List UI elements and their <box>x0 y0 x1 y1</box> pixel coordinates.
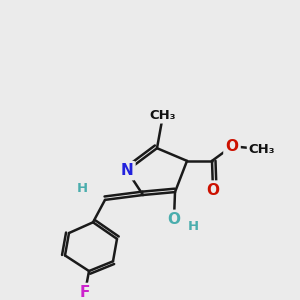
Text: N: N <box>121 163 134 178</box>
Text: F: F <box>80 285 90 300</box>
Text: H: H <box>76 182 88 195</box>
Text: CH₃: CH₃ <box>249 143 275 156</box>
Text: O: O <box>226 139 238 154</box>
Text: O: O <box>167 212 181 227</box>
Text: O: O <box>206 183 220 198</box>
Text: H: H <box>188 220 199 233</box>
Text: CH₃: CH₃ <box>150 109 176 122</box>
